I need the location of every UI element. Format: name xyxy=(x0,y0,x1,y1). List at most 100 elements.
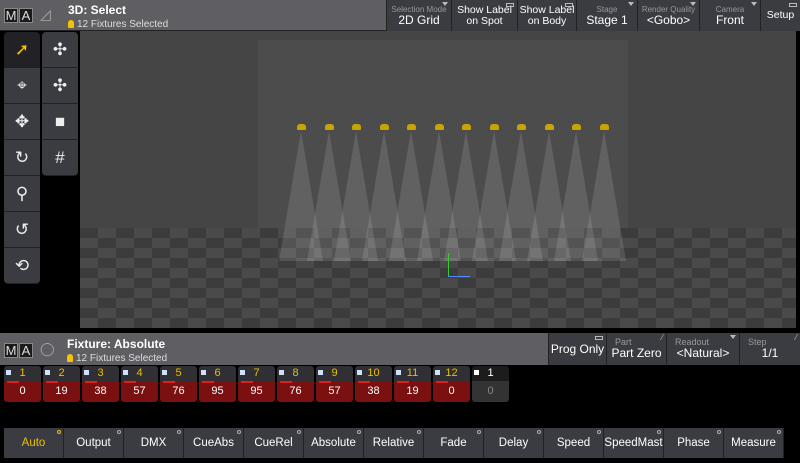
mode-button-dmx[interactable]: DMX xyxy=(124,428,184,458)
fixture-spot-icon[interactable] xyxy=(324,124,334,130)
mode-button-fade[interactable]: Fade xyxy=(424,428,484,458)
pan-alt-tool-button[interactable]: ✣ xyxy=(42,68,78,104)
fixture-spot-icon[interactable] xyxy=(517,124,526,130)
toolbar-button[interactable]: Stage Stage 1 xyxy=(576,0,637,31)
fixture-cell[interactable]: 11 19 xyxy=(394,366,431,402)
sheet-button[interactable]: ⁄ Part Part Zero xyxy=(606,333,666,365)
selection-status: 12 Fixtures Selected xyxy=(67,353,167,364)
toolbar-button[interactable]: Selection Mode 2D Grid xyxy=(386,0,451,31)
light-beam xyxy=(334,131,378,261)
fixture-spot-icon[interactable] xyxy=(379,124,389,130)
level-bar xyxy=(163,381,175,383)
button-value: Part Zero xyxy=(611,346,662,360)
mode-button-phase[interactable]: Phase xyxy=(664,428,724,458)
fixture-id: 9 xyxy=(331,367,338,379)
fixture-value: 57 xyxy=(328,385,341,397)
fixture-cell[interactable]: 12 0 xyxy=(433,366,470,402)
select-indicator xyxy=(474,370,479,375)
mode-button-output[interactable]: Output xyxy=(64,428,124,458)
toolbar-button[interactable]: Render Quality <Gobo> xyxy=(637,0,699,31)
fixture-spot-icon[interactable] xyxy=(462,124,471,130)
indicator-icon xyxy=(297,430,301,434)
mode-button-delay[interactable]: Delay xyxy=(484,428,544,458)
level-bar xyxy=(202,381,214,383)
indicator-icon xyxy=(657,430,661,434)
fixture-cell[interactable]: 4 57 xyxy=(121,366,158,402)
rotate-tool-button[interactable]: ↻ xyxy=(4,140,40,176)
camera-tool-button[interactable]: ■ xyxy=(42,104,78,140)
button-value: Stage 1 xyxy=(586,12,628,27)
indicator-icon xyxy=(237,430,241,434)
fixture-value: 19 xyxy=(406,385,419,397)
fixture-spot-icon[interactable] xyxy=(572,124,581,130)
toggle-icon xyxy=(506,3,514,7)
fixture-spot-icon[interactable] xyxy=(407,124,416,130)
fixture-spot-icon[interactable] xyxy=(599,124,609,130)
select-indicator xyxy=(123,370,128,375)
select-indicator xyxy=(6,370,11,375)
indicator-icon xyxy=(477,430,481,434)
toolbar-button[interactable]: Camera Front xyxy=(699,0,760,31)
fixture-value: 95 xyxy=(250,385,263,397)
fixture-value: 19 xyxy=(55,385,68,397)
mode-button-measure[interactable]: Measure xyxy=(724,428,784,458)
mode-button-speedmast[interactable]: SpeedMast xyxy=(604,428,664,458)
sheet-button[interactable]: ⁄ Step 1/1 xyxy=(739,333,800,365)
fixture-cell[interactable]: 10 38 xyxy=(355,366,392,402)
fixture-spot-icon[interactable] xyxy=(434,124,444,130)
fixture-spot-icon[interactable] xyxy=(352,124,361,130)
light-beam xyxy=(279,131,323,261)
mode-button-auto[interactable]: Auto xyxy=(4,428,64,458)
button-label: Camera xyxy=(715,4,745,14)
level-bar xyxy=(358,381,370,383)
level-bar xyxy=(436,381,448,383)
button-value: Show Label on Spot xyxy=(457,3,512,27)
fixture-cell[interactable]: 8 76 xyxy=(277,366,314,402)
button-value: Show Label on Body xyxy=(519,3,575,27)
fixture-spot-icon[interactable] xyxy=(489,124,499,130)
selection-text: 12 Fixtures Selected xyxy=(76,353,168,364)
fixture-value: 0 xyxy=(487,385,494,397)
toolbar-button[interactable]: Show Label on Spot xyxy=(451,0,517,31)
indicator-icon xyxy=(537,430,541,434)
light-beam xyxy=(416,131,461,261)
mode-button-relative[interactable]: Relative xyxy=(364,428,424,458)
mode-label: Absolute xyxy=(311,437,356,449)
move-tool-button[interactable]: ✥ xyxy=(4,104,40,140)
mode-label: Auto xyxy=(21,437,46,449)
orbit-move-tool-button[interactable]: ⟲ xyxy=(4,248,40,284)
toggle-icon xyxy=(565,3,573,7)
button-label: Part xyxy=(615,337,632,347)
indicator-icon xyxy=(597,430,601,434)
fixture-cell[interactable]: 2 19 xyxy=(43,366,80,402)
fixture-spot-icon[interactable] xyxy=(297,124,306,130)
target-tool-button[interactable]: ⌖ xyxy=(4,68,40,104)
mode-label: DMX xyxy=(140,437,167,449)
mode-button-speed[interactable]: Speed xyxy=(544,428,604,458)
toolbar-button[interactable]: Show Label on Body xyxy=(517,0,576,31)
mode-button-cuerel[interactable]: CueRel xyxy=(244,428,304,458)
select-arrow-tool-button[interactable]: ➚ xyxy=(4,32,40,68)
toolbar-button[interactable]: Setup xyxy=(760,0,800,31)
zoom-tool-button[interactable]: ⚲ xyxy=(4,176,40,212)
fixture-cell[interactable]: 3 38 xyxy=(82,366,119,402)
pan-tool-button[interactable]: ✣ xyxy=(42,32,78,68)
orbit-tool-button[interactable]: ↺ xyxy=(4,212,40,248)
fixture-cell[interactable]: 9 57 xyxy=(316,366,353,402)
fixture-spot-icon[interactable] xyxy=(544,124,554,130)
level-bar xyxy=(124,381,136,383)
sheet-button[interactable]: Prog Only xyxy=(548,333,606,365)
3d-viewport[interactable] xyxy=(80,31,796,328)
bulb-icon xyxy=(67,354,73,362)
fixture-cell[interactable]: 5 76 xyxy=(160,366,197,402)
fixture-cell[interactable]: 6 95 xyxy=(199,366,236,402)
grid-tool-button[interactable]: # xyxy=(42,140,78,176)
fixture-cell[interactable]: 7 95 xyxy=(238,366,275,402)
mode-button-absolute[interactable]: Absolute xyxy=(304,428,364,458)
fixture-id: 12 xyxy=(445,367,458,379)
sheet-button[interactable]: Readout <Natural> xyxy=(666,333,739,365)
mode-button-cueabs[interactable]: CueAbs xyxy=(184,428,244,458)
